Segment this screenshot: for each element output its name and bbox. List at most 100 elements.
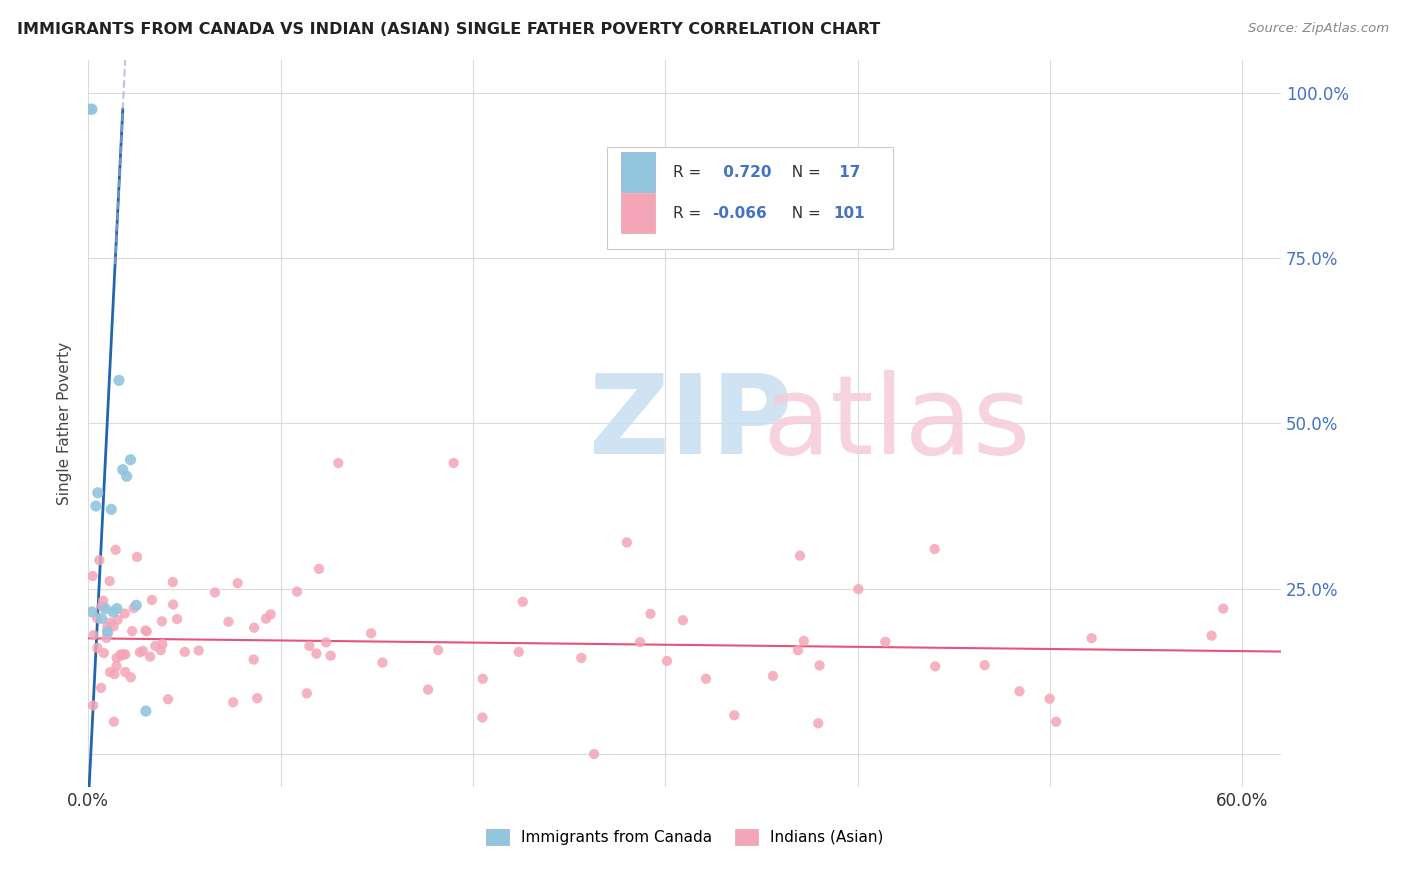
Point [145, 639, 167, 653]
Bar [621, 152, 655, 192]
Point [128, 645, 150, 659]
Point [1045, 714, 1067, 729]
Point [125, 549, 148, 564]
Point [96, 624, 118, 639]
Point [628, 635, 651, 649]
Point [1080, 631, 1102, 645]
Point [875, 635, 897, 649]
Point [1039, 691, 1062, 706]
Point [508, 645, 530, 659]
Point [786, 643, 808, 657]
Point [132, 644, 155, 658]
Point [808, 658, 831, 673]
Point [110, 648, 132, 662]
Point [105, 659, 128, 673]
Bar [607, 147, 893, 249]
Point [120, 452, 142, 467]
Point [80, 605, 103, 619]
Point [110, 648, 132, 663]
Text: atlas: atlas [762, 370, 1031, 477]
Point [83, 628, 105, 642]
Point [427, 643, 450, 657]
Point [640, 607, 662, 621]
Text: IMMIGRANTS FROM CANADA VS INDIAN (ASIAN) SINGLE FATHER POVERTY CORRELATION CHART: IMMIGRANTS FROM CANADA VS INDIAN (ASIAN)… [17, 22, 880, 37]
Point [1008, 684, 1031, 698]
Point [204, 585, 226, 599]
Point [122, 601, 145, 615]
Point [246, 691, 269, 706]
Point [97, 626, 120, 640]
Point [112, 647, 135, 661]
Point [254, 612, 277, 626]
Point [471, 710, 494, 724]
Point [242, 652, 264, 666]
Point [655, 654, 678, 668]
Point [121, 624, 143, 639]
Point [98, 665, 121, 679]
Point [789, 549, 811, 563]
Point [1201, 629, 1223, 643]
Point [695, 672, 717, 686]
Text: R =: R = [672, 165, 706, 180]
Point [166, 612, 188, 626]
Text: -0.066: -0.066 [711, 206, 766, 220]
Point [217, 615, 239, 629]
Point [416, 682, 439, 697]
Point [924, 542, 946, 557]
Point [114, 607, 136, 621]
Text: R =: R = [672, 206, 706, 220]
Point [105, 651, 128, 665]
Point [135, 624, 157, 639]
Point [328, 456, 350, 470]
Point [103, 714, 125, 729]
Point [762, 669, 785, 683]
Bar [621, 193, 655, 233]
Point [90, 611, 112, 625]
Text: Source: ZipAtlas.com: Source: ZipAtlas.com [1249, 22, 1389, 36]
Point [107, 613, 129, 627]
Point [90, 681, 112, 695]
Text: 17: 17 [834, 165, 860, 180]
Point [569, 651, 592, 665]
Legend: Immigrants from Canada, Indians (Asian): Immigrants from Canada, Indians (Asian) [485, 829, 883, 845]
Point [98, 574, 121, 589]
Point [285, 584, 308, 599]
Point [103, 667, 125, 681]
Point [793, 634, 815, 648]
Point [79, 102, 101, 116]
Point [135, 704, 157, 718]
Point [616, 535, 638, 549]
Point [111, 463, 134, 477]
Point [94, 601, 117, 615]
Point [89, 553, 111, 567]
Point [157, 692, 180, 706]
Point [114, 665, 136, 679]
Point [84, 499, 107, 513]
Point [807, 716, 830, 731]
Point [1212, 601, 1234, 615]
Text: N =: N = [782, 165, 825, 180]
Point [162, 575, 184, 590]
Point [115, 469, 138, 483]
Point [924, 659, 946, 673]
Point [98, 615, 121, 630]
Point [305, 647, 328, 661]
Point [723, 708, 745, 723]
Point [226, 576, 249, 591]
Text: N =: N = [782, 206, 825, 220]
Point [139, 649, 162, 664]
Point [846, 582, 869, 596]
Point [187, 643, 209, 657]
Point [86, 640, 108, 655]
Point [150, 637, 173, 651]
Point [96, 620, 118, 634]
Point [259, 607, 281, 622]
Point [173, 645, 195, 659]
Point [973, 658, 995, 673]
Point [82, 569, 104, 583]
Point [149, 643, 172, 657]
Point [108, 373, 131, 387]
Text: 0.720: 0.720 [718, 165, 772, 180]
Point [360, 626, 382, 640]
Text: ZIP: ZIP [589, 370, 793, 477]
